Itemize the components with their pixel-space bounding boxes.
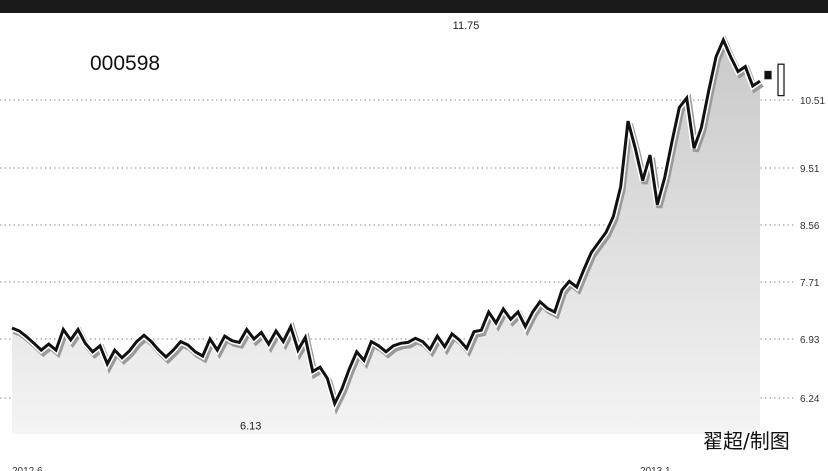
candle: [777, 63, 785, 97]
y-tick-label: 9.51: [800, 164, 820, 175]
y-tick-label: 7.71: [800, 278, 820, 289]
top-border: [0, 0, 828, 13]
candle: [764, 70, 772, 80]
credit-label: 翟超/制图: [703, 429, 790, 453]
y-tick-label: 10.51: [800, 96, 825, 107]
y-tick-label: 6.24: [800, 394, 820, 405]
area-layer: [12, 40, 760, 434]
y-tick-label: 8.56: [800, 221, 820, 232]
candle-layer: [764, 63, 785, 97]
x-tick-label: 2013.1: [640, 466, 671, 471]
series-line: [11, 36, 761, 408]
area-fill: [12, 40, 760, 434]
chart-title: 000598: [90, 52, 160, 75]
label-layer: 6.24 6.93 7.71 8.56 9.51 10.51 11.75 6.13 2012.6…: [12, 20, 825, 471]
x-tick-label: 2012.6: [12, 466, 43, 471]
line-layer: [10, 32, 764, 415]
high-annotation: 11.75: [453, 20, 480, 32]
low-annotation: 6.13: [240, 421, 261, 433]
y-tick-label: 6.93: [800, 335, 820, 346]
